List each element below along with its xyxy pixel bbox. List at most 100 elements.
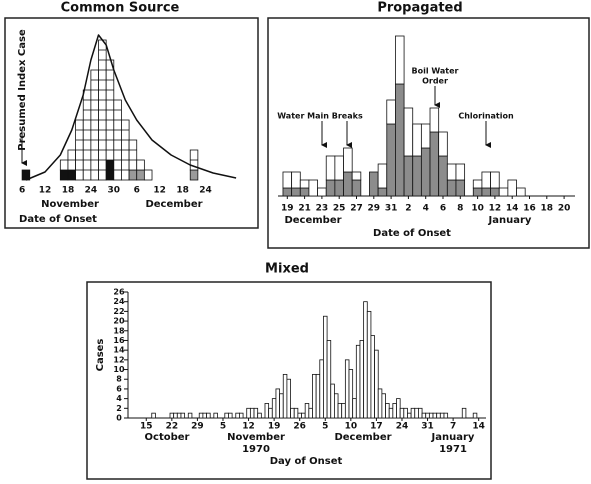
bar-segment — [228, 412, 233, 419]
bar-segment — [271, 398, 277, 419]
bar-segment — [359, 340, 365, 419]
bar-segment — [249, 407, 255, 419]
panel-frame — [86, 281, 492, 480]
bar-segment — [385, 403, 390, 419]
bar-segment — [425, 412, 430, 419]
bar-segment — [461, 407, 467, 419]
x-tick-label: 5 — [322, 422, 328, 432]
bar-segment — [325, 179, 336, 197]
y-tick-label: 12 — [113, 355, 124, 364]
bar-segment — [59, 169, 69, 181]
bar-segment — [439, 412, 445, 419]
bar-segment — [343, 147, 353, 173]
bar-segment — [420, 123, 431, 149]
bar-segment — [481, 187, 491, 197]
x-tick-label: 2 — [405, 204, 411, 214]
y-tick-label: 14 — [113, 346, 125, 355]
month-label: January — [431, 432, 475, 443]
x-tick-label: 18 — [541, 204, 554, 214]
bar-segment — [257, 412, 262, 419]
bar-segment — [308, 407, 313, 419]
annotation: Water Main Breaks — [277, 112, 363, 121]
x-tick-label: 16 — [523, 204, 536, 214]
bar-segment — [388, 407, 394, 419]
panel-frame — [267, 17, 590, 249]
y-tick-label: 6 — [116, 384, 122, 393]
bar-segment — [481, 171, 491, 189]
x-tick-label: 10 — [471, 204, 484, 214]
x-tick-label: 6 — [134, 186, 140, 196]
x-tick-label: 7 — [450, 422, 456, 432]
y-tick-label: 8 — [116, 375, 122, 384]
month-label: November — [227, 432, 285, 443]
bar-segment — [472, 179, 483, 189]
bar-segment — [187, 412, 193, 419]
month-label: December — [284, 215, 341, 226]
month-label: December — [334, 432, 391, 443]
bar-segment — [392, 403, 397, 419]
year-label: 1970 — [242, 444, 270, 455]
bar-segment — [282, 171, 293, 189]
bar-segment — [343, 171, 353, 197]
bar-segment — [299, 179, 310, 189]
bar-segment — [323, 315, 328, 419]
x-tick-label: 14 — [506, 204, 519, 214]
bar-segment — [355, 344, 361, 419]
x-tick-label: 29 — [368, 204, 381, 214]
bar-segment — [438, 131, 448, 157]
y-tick-label: 18 — [113, 326, 125, 335]
bar-segment — [198, 412, 204, 419]
x-tick-label: 12 — [153, 186, 166, 196]
bar-segment — [507, 179, 517, 197]
bar-segment — [386, 99, 396, 125]
bar-segment — [235, 412, 240, 419]
annotation: Order — [422, 77, 448, 86]
bar-segment — [490, 171, 500, 189]
bar-segment — [344, 359, 350, 419]
x-tick-label: 12 — [242, 422, 255, 432]
bar-segment — [348, 369, 354, 419]
bar-segment — [151, 412, 156, 419]
bar-segment — [396, 398, 401, 419]
y-tick-label: 16 — [113, 336, 125, 345]
x-tick-label: 5 — [220, 422, 226, 432]
month-label: November — [41, 199, 99, 210]
bar-segment — [352, 398, 357, 419]
x-tick-label: 8 — [457, 204, 463, 214]
y-tick-label: 20 — [113, 317, 125, 326]
bar-segment — [436, 412, 441, 419]
bar-segment — [455, 163, 466, 181]
bar-segment — [282, 373, 288, 419]
bar-segment — [490, 187, 500, 197]
y-axis-label: Cases — [95, 339, 106, 372]
bar-segment — [407, 412, 412, 419]
x-tick-label: 26 — [293, 422, 306, 432]
bar-segment — [299, 187, 310, 197]
x-tick-label: 24 — [396, 422, 409, 432]
bar-segment — [403, 155, 414, 197]
x-tick-label: 14 — [472, 422, 485, 432]
bar-segment — [275, 388, 281, 419]
bar-segment — [189, 169, 199, 181]
x-axis-label: Date of Onset — [373, 228, 451, 239]
bar-segment — [334, 179, 344, 197]
bar-segment — [268, 407, 273, 419]
bar-segment — [446, 163, 457, 181]
bar-segment — [246, 407, 251, 419]
x-tick-label: 27 — [350, 204, 363, 214]
bar-segment — [297, 412, 302, 419]
x-axis-label: Day of Onset — [270, 456, 343, 467]
bar-segment — [429, 107, 440, 133]
x-tick-label: 10 — [345, 422, 358, 432]
bar-segment — [282, 187, 293, 197]
bar-segment — [291, 187, 301, 197]
bar-segment — [455, 179, 466, 197]
bar-segment — [239, 412, 244, 419]
y-tick-label: 10 — [113, 365, 125, 374]
bar-segment — [516, 187, 526, 197]
bar-segment — [304, 403, 310, 419]
bar-segment — [290, 407, 295, 419]
x-tick-label: 6 — [440, 204, 446, 214]
bar-segment — [319, 359, 324, 419]
